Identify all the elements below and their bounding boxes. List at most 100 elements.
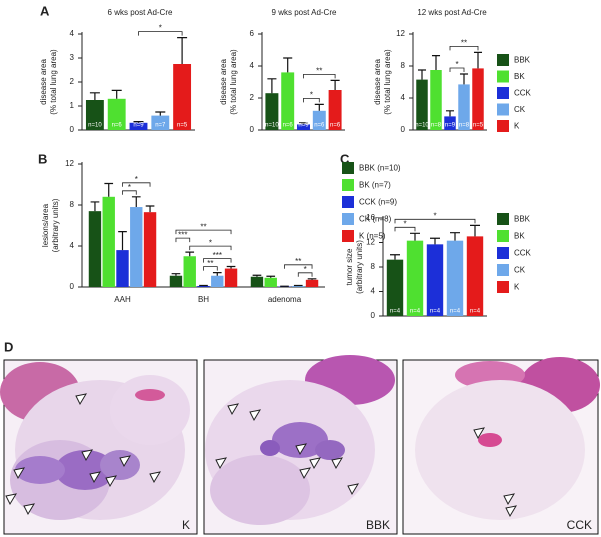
legend-label: BBK (n=10) (359, 164, 401, 173)
y-tick-label: 4 (250, 61, 255, 70)
y-axis-label: tumor size (345, 248, 354, 285)
panel-letter: A (40, 3, 50, 18)
error-bar (155, 111, 166, 116)
bar-label: n=10 (415, 123, 429, 129)
bar-label: n=8 (459, 123, 470, 129)
legend-swatch (342, 230, 354, 242)
bar (169, 275, 183, 287)
chart-title: 12 wks post Ad-Cre (417, 8, 487, 17)
bar (444, 116, 456, 130)
legend-label: K (514, 122, 520, 131)
error-bar (314, 103, 324, 111)
y-tick-label: 8 (401, 61, 406, 70)
error-bar (450, 232, 460, 241)
bar (466, 236, 484, 316)
legend-swatch (497, 264, 509, 276)
significance-bracket (449, 67, 465, 72)
legend-label: CK (514, 105, 526, 114)
legend-label: BK (n=7) (359, 181, 391, 190)
legend-swatch (497, 247, 509, 259)
bar-label: n=10 (88, 123, 102, 129)
y-axis-label: disease area (39, 59, 48, 105)
histology-image (402, 357, 600, 535)
legend-swatch (497, 230, 509, 242)
bar-label: n=8 (431, 123, 442, 129)
y-tick-label: 4 (371, 287, 376, 296)
error-bar (226, 265, 236, 269)
error-bar (118, 231, 127, 251)
significance-label: * (128, 183, 131, 192)
image-label: K (182, 518, 190, 532)
error-bar (111, 89, 122, 99)
bar-label: n=6 (314, 123, 325, 129)
error-bar (133, 121, 144, 123)
bar (250, 276, 264, 287)
significance-bracket (175, 237, 191, 243)
y-tick-label: 0 (401, 125, 406, 134)
significance-label: ** (295, 257, 301, 266)
significance-label: * (433, 211, 436, 220)
bar (151, 115, 170, 130)
bar (446, 240, 464, 316)
bar (297, 124, 310, 130)
significance-label: ** (207, 259, 213, 268)
error-bar (131, 196, 141, 208)
significance-bracket (175, 229, 232, 235)
legend-label: BK (514, 72, 525, 81)
error-bar (89, 92, 100, 100)
bar (430, 70, 442, 130)
error-bar (145, 205, 155, 213)
y-axis-label: (% total lung area) (383, 49, 392, 115)
error-bar (473, 51, 483, 69)
bar-label: n=5 (473, 123, 484, 129)
x-tick-label: adenoma (268, 295, 302, 304)
y-tick-label: 4 (401, 93, 406, 102)
y-axis-label: (% total lung area) (49, 49, 58, 115)
significance-bracket (203, 266, 218, 271)
legend-swatch (342, 196, 354, 208)
bar-label: n=4 (470, 309, 481, 315)
x-tick-label: AAH (114, 295, 131, 304)
image-label: BBK (366, 518, 390, 532)
bar-label: n=4 (410, 309, 421, 315)
error-bar (390, 254, 400, 260)
significance-bracket (297, 272, 313, 277)
y-tick-label: 0 (70, 125, 75, 134)
error-bar (307, 278, 317, 280)
legend-label: K (n=5) (359, 232, 386, 241)
y-tick-label: 2 (70, 77, 75, 86)
y-tick-label: 12 (65, 159, 74, 168)
legend-swatch (497, 54, 509, 66)
significance-bracket (303, 74, 336, 79)
bar (88, 211, 102, 287)
legend-label: CCK (514, 89, 532, 98)
error-bar (445, 110, 455, 117)
panel-letter: C (340, 151, 350, 166)
y-tick-label: 0 (250, 125, 255, 134)
significance-bracket (122, 190, 137, 195)
bar (416, 79, 428, 130)
significance-label: * (403, 219, 406, 228)
error-bar (417, 69, 427, 80)
y-tick-label: 16 (366, 213, 375, 222)
significance-bracket (303, 98, 320, 103)
bar (426, 244, 444, 316)
error-bar (171, 273, 181, 276)
significance-bracket (122, 182, 151, 187)
error-bar (177, 37, 188, 64)
legend-label: BK (514, 232, 525, 241)
legend-swatch (497, 103, 509, 116)
significance-label: * (310, 91, 313, 100)
y-tick-label: 8 (371, 262, 376, 271)
legend-label: CCK (n=9) (359, 198, 397, 207)
significance-label: *** (213, 251, 222, 260)
y-tick-label: 12 (366, 238, 375, 247)
bar (305, 279, 319, 287)
chart-title: 6 wks post Ad-Cre (108, 8, 173, 17)
y-axis-label: (% total lung area) (229, 49, 238, 115)
y-tick-label: 12 (396, 29, 405, 38)
significance-label: * (135, 175, 138, 184)
legend-swatch (497, 281, 509, 293)
legend-swatch (342, 213, 354, 225)
bar (265, 93, 279, 130)
